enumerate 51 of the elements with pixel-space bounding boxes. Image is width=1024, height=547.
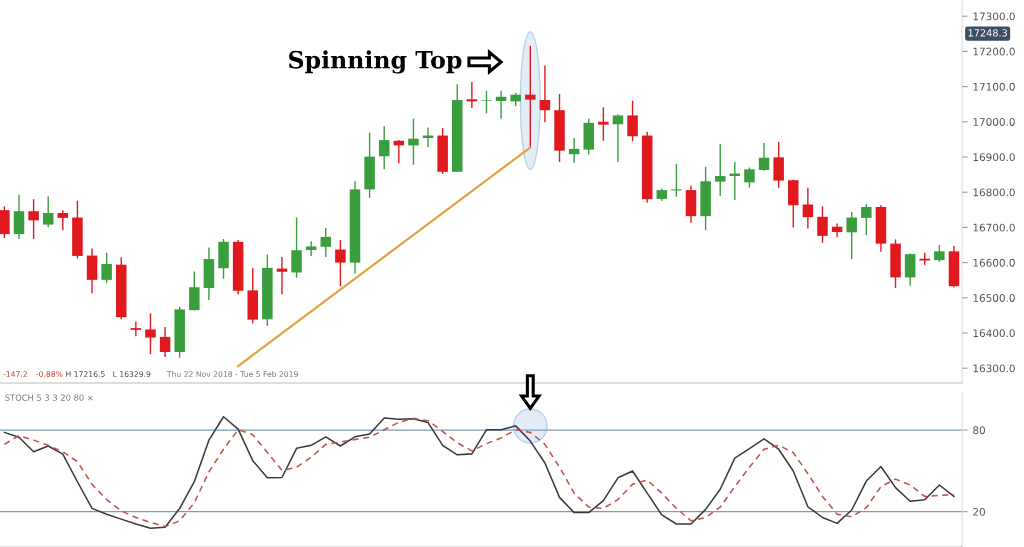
y-tick-label: 16900.0 (973, 153, 1015, 162)
annotation: STOCH 5 3 3 20 80 × (5, 394, 93, 401)
candlestick (305, 240, 317, 257)
candlestick (189, 270, 200, 312)
candlestick (320, 227, 332, 258)
candlestick (802, 186, 814, 230)
candlestick (408, 117, 419, 166)
candlestick (0, 205, 10, 239)
candlestick (817, 205, 828, 244)
candlestick (598, 106, 609, 142)
candlestick (612, 113, 624, 163)
candlestick (744, 166, 755, 189)
candlestick (627, 99, 638, 142)
candlestick (57, 209, 69, 231)
y-tick-label: 16600.0 (973, 258, 1015, 267)
y-tick-label: 16700.0 (973, 223, 1015, 232)
text: 17248.3 (968, 29, 1007, 37)
candlestick (291, 216, 302, 279)
candlestick (378, 125, 390, 171)
candlestick (101, 252, 112, 284)
candlestick (495, 90, 507, 120)
candlestick (904, 252, 916, 287)
y-tick-label: 80 (973, 426, 985, 435)
candlestick (773, 141, 784, 189)
y-tick-label: 20 (973, 507, 985, 516)
candlestick (276, 256, 288, 295)
candlestick (846, 211, 857, 260)
candlestick (13, 193, 25, 240)
candlestick (861, 203, 872, 236)
y-tick-label: 16500.0 (973, 294, 1015, 302)
candlestick (466, 81, 478, 109)
candlestick (28, 198, 39, 240)
candlestick (335, 239, 346, 287)
y-tick-label: 16400.0 (973, 329, 1015, 338)
candlestick (714, 142, 726, 197)
y-tick-label: 17100.0 (973, 82, 1015, 91)
annotation: Spinning Top (289, 50, 462, 74)
y-tick-label: 16800.0 (973, 188, 1015, 197)
candlestick (758, 142, 770, 172)
y-tick-label: 16300.0 (973, 364, 1015, 373)
candlestick (130, 320, 142, 337)
candlestick (525, 45, 536, 148)
candlestick (481, 90, 492, 115)
candlestick (671, 163, 682, 198)
candlestick (159, 326, 171, 358)
y-tick-label: 17200.0 (973, 47, 1015, 56)
candlestick (145, 312, 156, 355)
y-tick-label: 17000.0 (973, 118, 1015, 126)
candlestick (42, 195, 54, 228)
y-tick-label: 17300.0 (973, 12, 1015, 21)
candlestick (539, 64, 551, 123)
